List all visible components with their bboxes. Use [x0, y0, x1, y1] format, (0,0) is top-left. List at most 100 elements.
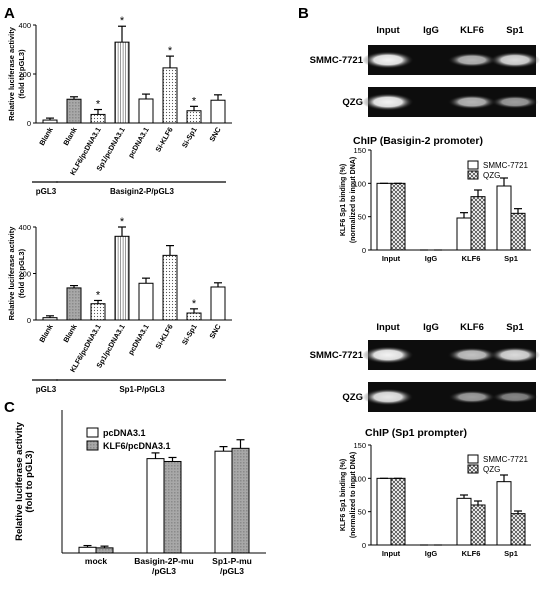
x-tick-label: Si-Sp1 [180, 323, 199, 347]
gel-lane-label: Sp1 [506, 25, 524, 36]
gel-band [362, 346, 414, 364]
gel-basigin2-chip: Input IgG KLF6 Sp1 SMMC-7721 QZG [310, 25, 541, 117]
gel-sp1-chip: Input IgG KLF6 Sp1 SMMC-7721 QZG [310, 322, 541, 412]
y-axis-label: Relative luciferase activity [7, 26, 16, 121]
y-tick-label: 100 [353, 179, 366, 188]
bar [95, 547, 114, 554]
bar [510, 212, 526, 251]
bar [42, 317, 58, 321]
bar [210, 99, 226, 124]
gel-band [362, 93, 414, 111]
x-tick-label: KLF6 [462, 254, 481, 263]
x-tick-label: Si-KLF6 [153, 126, 174, 154]
bar [186, 312, 202, 321]
gel-band [492, 391, 538, 403]
x-tick-label: Si-Sp1 [180, 126, 199, 150]
gel-row-label: SMMC-7721 [310, 350, 364, 361]
y-axis-label: (fold to pGL3) [17, 248, 26, 298]
bar [163, 460, 182, 554]
gel-band [447, 94, 497, 110]
legend-label: KLF6/pcDNA3.1 [103, 441, 171, 451]
bar [231, 447, 250, 554]
bar [66, 287, 82, 321]
bar [376, 477, 392, 546]
group-label: pGL3 [36, 385, 57, 394]
bar [470, 196, 486, 251]
legend-label: pcDNA3.1 [103, 428, 146, 438]
gel-band [447, 347, 497, 363]
y-axis-label: Relative luciferase activity [14, 421, 25, 541]
y-tick-label: 100 [353, 474, 366, 483]
panel-letter-a: A [4, 5, 15, 22]
bar [78, 546, 97, 554]
gel-lane-label: IgG [423, 322, 439, 333]
y-axis-label: KLF6 Sp1 binding (%) [340, 459, 347, 531]
panel-letter-c: C [4, 399, 15, 416]
x-tick-label: /pGL3 [220, 566, 244, 576]
group-label: Sp1-P/pGL3 [119, 385, 165, 394]
x-tick-label: Input [382, 254, 401, 263]
bar [210, 286, 226, 321]
bar [90, 303, 106, 321]
legend-label: SMMC-7721 [483, 161, 528, 170]
y-axis-label: (fold to pGL3) [17, 49, 26, 99]
x-tick-label: SNC [207, 323, 222, 341]
y-axis-label: (normalized to input DNA) [350, 452, 357, 538]
x-tick-label: pcDNA3.1 [126, 125, 151, 159]
bar [390, 477, 406, 546]
bar [214, 450, 233, 554]
gel-band [362, 388, 414, 406]
x-tick-label: Sp1 [504, 549, 518, 558]
x-tick-label: SNC [207, 126, 222, 144]
y-axis-label: (normalized to input DNA) [350, 157, 357, 243]
x-tick-label: KLF6 [462, 549, 481, 558]
x-tick-label: pcDNA3.1 [126, 322, 151, 356]
bar [186, 110, 202, 124]
x-tick-label: Blank [37, 126, 55, 147]
chart-b1-title: ChIP (Basigin-2 promoter) [353, 135, 483, 147]
legend-swatch [86, 440, 99, 451]
bar [114, 41, 130, 124]
significance-star: * [96, 99, 101, 111]
bar [162, 254, 178, 321]
bar [376, 182, 392, 251]
gel-lane-label: Input [376, 25, 400, 36]
x-tick-label: Blank [61, 126, 79, 147]
bar [114, 235, 130, 321]
y-axis-label: Relative luciferase activity [7, 226, 16, 321]
significance-star: * [96, 289, 101, 301]
y-tick-label: 0 [27, 119, 31, 128]
x-tick-label: Input [382, 549, 401, 558]
bar [390, 182, 406, 251]
bar [90, 113, 106, 124]
legend-swatch [467, 454, 479, 464]
legend-label: QZG [483, 171, 500, 180]
bar [138, 98, 154, 124]
y-tick-label: 50 [358, 213, 366, 222]
legend-label: SMMC-7721 [483, 455, 528, 464]
x-tick-label: Sp1-P-mu [212, 556, 252, 566]
chart-b1-chip-basigin2: 0 50 100 150 KLF6 Sp1 binding (%) (normalized… [340, 146, 531, 263]
gel-band [448, 390, 496, 404]
bar [138, 282, 154, 321]
bar [162, 67, 178, 124]
gel-row-label: QZG [342, 97, 363, 108]
legend-swatch [467, 170, 479, 180]
bar [510, 513, 526, 546]
group-label: Basigin2-P/pGL3 [110, 187, 175, 196]
bar [146, 458, 165, 554]
y-tick-label: 50 [358, 508, 366, 517]
chart-b2-chip-sp1: 0 50 100 150 KLF6 Sp1 binding (%) (normalized… [340, 441, 531, 558]
y-tick-label: 200 [18, 270, 31, 279]
y-tick-label: 150 [353, 146, 366, 155]
y-tick-label: 0 [362, 541, 366, 550]
chart-b2-title: ChIP (Sp1 prompter) [365, 427, 467, 439]
legend-swatch [467, 160, 479, 170]
significance-star: * [192, 95, 197, 107]
gel-lane-label: Input [376, 322, 400, 333]
gel-lane-label: KLF6 [460, 322, 484, 333]
significance-star: * [192, 298, 197, 310]
